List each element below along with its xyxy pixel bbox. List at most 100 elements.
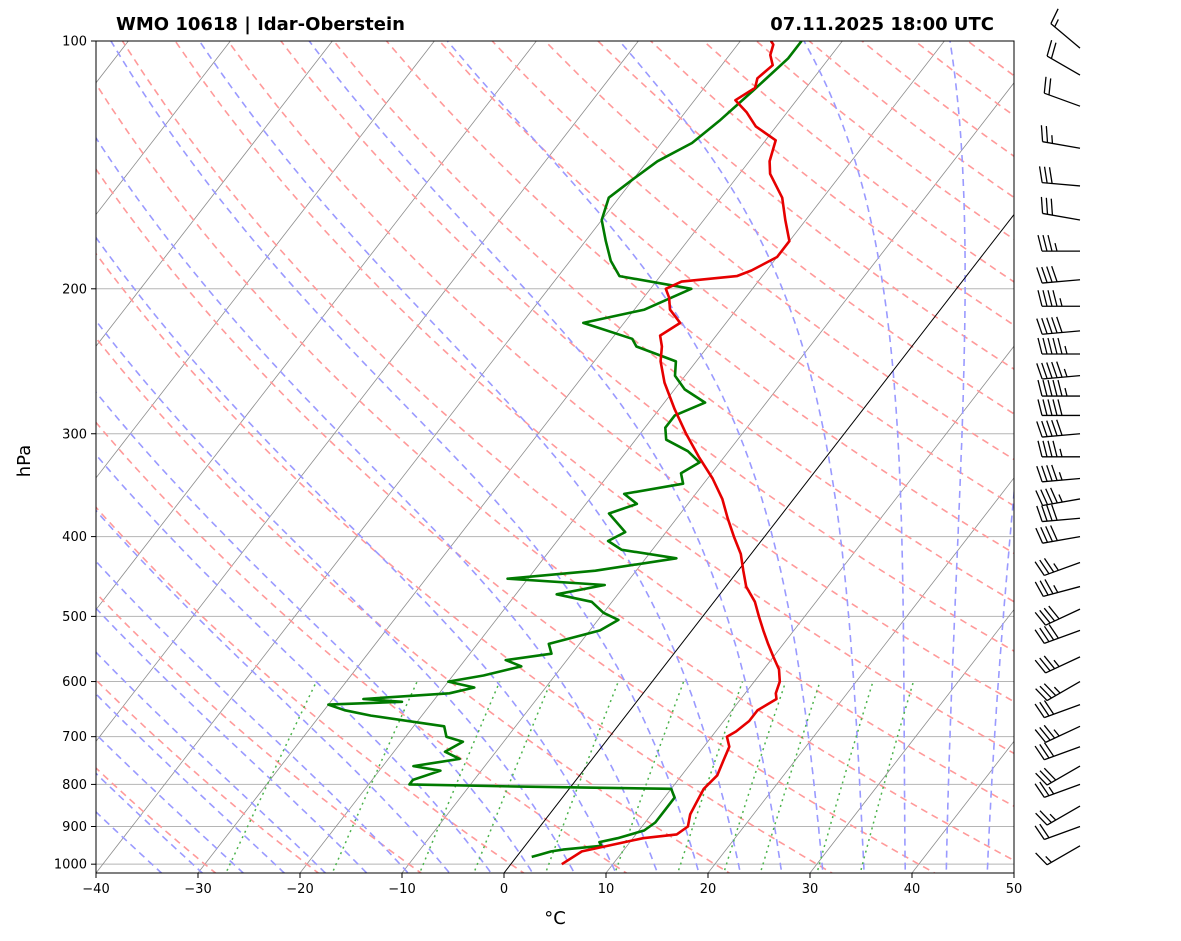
moist-adiabat-line	[96, 509, 451, 873]
moist-adiabat-line	[446, 41, 824, 873]
isotherm-line	[96, 41, 231, 216]
moist-adiabat-line	[308, 41, 783, 873]
mixing-ratio-line	[331, 681, 418, 873]
x-tick-label: 0	[500, 882, 508, 897]
x-tick-label: 20	[700, 882, 717, 897]
isotherm-line	[299, 41, 945, 873]
temperature-profile-line	[561, 41, 791, 866]
x-axis-ticks: −40 −30 −20 −10 0 10 20 30 40 50	[82, 873, 1022, 897]
y-tick-label: 700	[62, 730, 87, 745]
y-tick-label: 600	[62, 675, 87, 690]
wind-barbs-column	[1034, 8, 1081, 866]
wind-barb	[1034, 781, 1081, 799]
wind-barb	[1034, 605, 1081, 626]
wind-barb	[1035, 525, 1081, 544]
isotherm-line	[96, 41, 333, 347]
y-tick-label: 1000	[54, 858, 87, 873]
plot-frame	[95, 40, 1015, 874]
mixing-ratio-line	[859, 681, 915, 873]
wind-barb	[1036, 504, 1081, 523]
isotherm-line	[96, 41, 639, 742]
moist-adiabat-line	[96, 560, 410, 873]
wind-barb	[1037, 290, 1080, 307]
wind-barb	[1037, 379, 1080, 397]
dry-adiabat-line	[96, 336, 731, 873]
x-tick-label: 30	[802, 882, 819, 897]
wind-barb	[1050, 8, 1081, 49]
moist-adiabat-line	[618, 41, 865, 873]
zero-degree-isotherm	[503, 213, 1014, 873]
chart-title-datetime: 07.11.2025 18:00 UTC	[770, 14, 994, 35]
x-axis-label: °C	[544, 908, 566, 929]
wind-barb	[1035, 765, 1081, 786]
moist-adiabat-line	[96, 390, 534, 873]
dry-adiabat-line	[650, 41, 1014, 327]
dry-adiabat-line	[174, 41, 1014, 755]
dry-adiabat-line	[1126, 41, 1181, 882]
dry-adiabat-line	[438, 41, 1014, 507]
isotherm-line	[96, 41, 537, 611]
moist-adiabat-line	[96, 136, 659, 873]
y-tick-label: 500	[62, 610, 87, 625]
wind-barb	[1036, 361, 1081, 380]
mixing-ratio-line	[418, 681, 501, 873]
dry-adiabat-line	[967, 41, 1014, 77]
isotherm-line	[1116, 41, 1181, 873]
x-tick-label: 50	[1006, 882, 1023, 897]
dry-adiabat-line	[1073, 41, 1181, 882]
wind-barb	[1034, 557, 1081, 577]
wind-barb	[1040, 196, 1081, 221]
y-tick-label: 800	[62, 778, 87, 793]
y-tick-label: 400	[62, 530, 87, 545]
mixing-ratio-lines	[225, 681, 915, 873]
wind-barb	[1038, 166, 1081, 187]
pressure-gridlines	[96, 40, 1014, 865]
wind-barb	[1036, 316, 1081, 335]
dry-adiabat-line	[491, 41, 1014, 461]
wind-barb	[1037, 440, 1080, 458]
mixing-ratio-line	[614, 681, 685, 873]
dry-adiabat-line	[96, 678, 320, 873]
isotherm-line	[707, 477, 1014, 873]
dry-adiabat-line	[227, 41, 1014, 703]
wind-barb	[1034, 724, 1081, 743]
chart-title-station: WMO 10618 | Idar-Oberstein	[116, 14, 405, 35]
x-tick-label: −40	[82, 882, 109, 897]
y-tick-label: 100	[62, 35, 87, 50]
mixing-ratio-line	[473, 681, 552, 873]
wind-barb	[1034, 742, 1081, 761]
moist-adiabat-line	[96, 319, 576, 873]
mixing-ratio-line	[225, 681, 318, 873]
wind-barb	[1040, 125, 1081, 149]
dry-adiabat-line	[96, 252, 834, 873]
y-tick-label: 900	[62, 820, 87, 835]
isotherm-line	[1013, 872, 1014, 873]
x-tick-label: −20	[286, 882, 313, 897]
isotherm-line	[605, 345, 1014, 873]
dry-adiabat-line	[385, 41, 1014, 555]
dry-adiabat-line	[121, 41, 1014, 808]
y-tick-label: 200	[62, 282, 87, 297]
moist-adiabat-line	[96, 236, 617, 873]
moist-adiabat-line	[986, 484, 1014, 873]
moist-adiabat-line	[96, 651, 327, 873]
dry-adiabat-line	[96, 421, 628, 873]
moist-adiabat-line	[110, 41, 700, 873]
wind-barb	[1035, 680, 1081, 702]
dry-adiabat-line	[280, 41, 1014, 653]
dry-adiabat-line	[597, 41, 1014, 371]
dry-adiabat-line	[96, 82, 1014, 862]
x-tick-label: 10	[598, 882, 615, 897]
dry-adiabat-line	[808, 41, 1014, 199]
wind-barb	[1036, 464, 1081, 483]
wind-barb	[1035, 487, 1081, 507]
dry-adiabat-line	[544, 41, 1014, 415]
wind-barb	[1034, 700, 1081, 719]
moist-adiabat-line	[96, 772, 204, 873]
x-tick-label: 40	[904, 882, 921, 897]
dry-adiabat-line	[861, 41, 1014, 158]
y-axis-label: hPa	[14, 445, 35, 477]
wind-barb	[1035, 805, 1081, 826]
